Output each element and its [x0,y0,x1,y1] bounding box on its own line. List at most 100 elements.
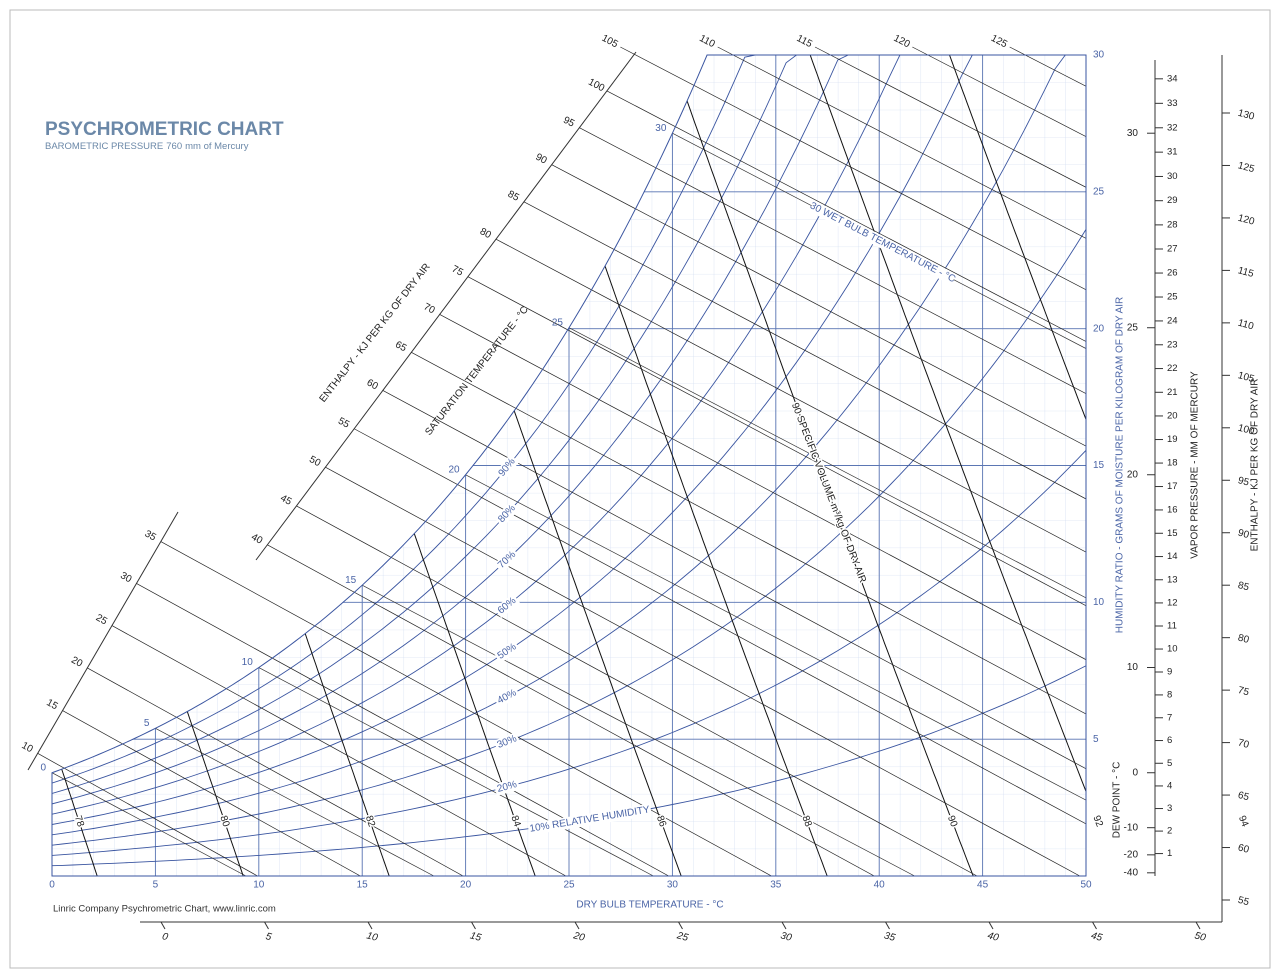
wet-bulb-line [52,772,247,876]
enthalpy-right-tick-label: 110 [1237,318,1256,333]
enthalpy-tick-label: 35 [143,528,158,543]
wet-bulb-line [362,584,915,876]
vapor-pressure-tick-label: 9 [1167,667,1172,678]
pressure-unit: mm of Mercury [185,141,249,152]
volume-line [684,95,974,876]
bottom-scale-tick-label: 35 [883,930,897,944]
dew-point-tick-label: 0 [1132,767,1138,778]
y-axis-label: HUMIDITY RATIO - GRAMS OF MOISTURE PER K… [1115,297,1126,634]
vapor-pressure-tick-label: 24 [1167,315,1178,326]
tick-mark [264,921,269,930]
enthalpy-right-tick-label: 75 [1237,685,1251,699]
vapor-pressure-tick-label: 30 [1167,171,1178,182]
enthalpy-ruler [255,51,637,561]
enthalpy-right-tick-label: 125 [1237,160,1256,175]
saturation-tick-label: 10 [242,657,254,668]
rh-label: 20% [496,779,518,795]
vapor-pressure-tick-label: 10 [1167,644,1178,655]
rh-label-bg [493,778,521,796]
vapor-pressure-tick-label: 6 [1167,735,1172,746]
enthalpy-right-tick-label: 85 [1237,580,1251,594]
vapor-pressure-tick-label: 4 [1167,780,1172,791]
wet-bulb-line [258,667,654,876]
enthalpy-line [382,390,1086,770]
y-tick-label: 30 [1093,50,1105,61]
bottom-scale-tick-label: 15 [469,930,483,944]
rh-label-bg [493,593,521,619]
enthalpy-line [111,625,567,876]
enthalpy-tick-label: 110 [697,33,717,50]
enthalpy-tick-label: 40 [249,532,264,547]
x-tick-label: 15 [357,880,369,891]
rh-label-bg [493,639,521,664]
dew-point-tick-label: 30 [1127,128,1139,139]
rh-label-bg [494,547,520,573]
saturation-tick-label: 0 [40,762,46,773]
enthalpy-tick-label: 95 [561,115,576,130]
vapor-pressure-tick-label: 27 [1167,244,1178,255]
bottom-scale-tick-label: 30 [779,930,793,944]
volume-line [411,526,536,876]
enthalpy-tick-label: 100 [586,77,606,95]
enthalpy-right-tick-label: 90 [1237,528,1251,542]
rh-label-bg [527,803,652,836]
enthalpy-tick-label: 50 [307,454,322,469]
y-tick-label: 10 [1093,597,1105,608]
x-tick-label: 20 [460,880,472,891]
chart-outline [51,54,1087,877]
vapor-pressure-tick-label: 25 [1167,292,1178,303]
enthalpy-tick-label: 55 [336,416,351,431]
enthalpy-right-tick-label: 100 [1237,423,1256,438]
vapor-pressure-tick-label: 28 [1167,219,1178,230]
vapor-pressure-tick-label: 8 [1167,689,1172,700]
enthalpy-right-tick-label: 55 [1237,895,1251,909]
vapor-pressure-tick-label: 13 [1167,574,1178,585]
bottom-scale-tick-label: 0 [161,931,170,943]
enthalpy-line [325,466,1080,876]
volume-line [184,704,244,876]
dew-point-tick-label: -10 [1124,822,1139,833]
bottom-scale-tick-label: 5 [264,931,273,943]
enthalpy-tick-label: 10 [20,740,35,755]
enthalpy-line [160,541,772,876]
enthalpy-tick-label: 70 [422,301,437,316]
annotation-bg [808,200,957,285]
vapor-pressure-tick-label: 31 [1167,147,1178,158]
vapor-pressure-tick-label: 34 [1167,73,1178,84]
x-axis-label: DRY BULB TEMPERATURE - °C [576,900,723,911]
rh-curve [52,55,849,805]
volume-line [809,55,1086,842]
volume-line [511,403,682,876]
vapor-pressure-tick-label: 32 [1167,122,1178,133]
vapor-pressure-tick-label: 16 [1167,504,1178,515]
tick-mark [678,921,683,930]
volume-label: 94 [1236,814,1251,829]
vapor-pressure-tick-label: 17 [1167,481,1178,492]
enthalpy-tick-label: 125 [989,33,1009,51]
tick-mark [471,921,476,930]
x-tick-label: 40 [874,880,886,891]
x-tick-label: 10 [253,880,265,891]
tick-mark [885,921,890,930]
enthalpy-tick-label: 45 [278,493,293,508]
saturation-tick-label: 15 [345,575,357,586]
dew-point-tick-label: 25 [1127,322,1139,333]
enthalpy-right-tick-label: 70 [1237,737,1251,751]
volume-label: 92 [1090,814,1104,829]
enthalpy-right-label: ENTHALPY - KJ PER KG OF DRY AIR [1250,379,1261,552]
y-tick-label: 20 [1093,323,1105,334]
enthalpy-right-tick-label: 65 [1237,790,1251,804]
y-tick-label: 15 [1093,460,1105,471]
x-tick-label: 5 [153,880,159,891]
vapor-pressure-tick-label: 7 [1167,712,1172,723]
vapor-pressure-tick-label: 15 [1167,528,1178,539]
rh-curve [52,55,756,784]
vapor-pressure-tick-label: 12 [1167,597,1178,608]
enthalpy-right-tick-label: 120 [1237,213,1256,228]
enthalpy-line [267,544,875,876]
dew-point-tick-label: -40 [1124,867,1139,878]
rh-label-bg [493,731,521,752]
tick-mark [574,921,580,930]
enthalpy-tick-label: 25 [94,612,109,627]
bottom-scale-tick-label: 45 [1090,930,1104,944]
